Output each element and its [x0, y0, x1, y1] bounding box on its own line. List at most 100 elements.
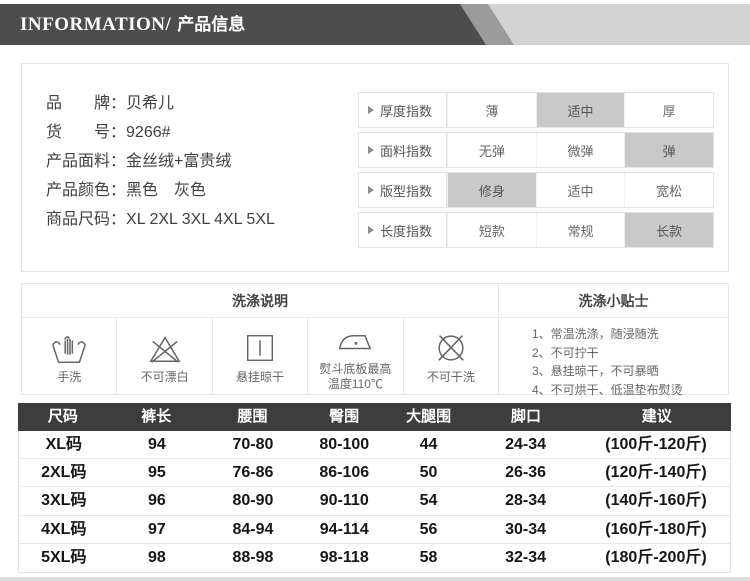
size-cell: 94-114 [319, 520, 369, 538]
index-row-thickness: 厚度指数 薄 适中 厚 [358, 92, 714, 128]
index-row-label: 厚度指数 [359, 93, 447, 127]
size-cell: 5XL码 [41, 548, 87, 566]
care-icon-label: 悬挂晾干 [236, 369, 285, 384]
attribute-label: 产品颜色 [46, 182, 111, 199]
care-icon-cell: 悬挂晾干 [213, 318, 309, 394]
tips-list: 1、常温洗涤，随浸随洗 2、不可拧干 3、悬挂晾干，不可暴晒 4、不可烘干、低温… [499, 318, 728, 399]
index-row-label: 面料指数 [359, 133, 447, 167]
care-icon-cell: 手洗 [22, 318, 118, 394]
size-cell: 84-94 [232, 520, 274, 538]
product-attributes: 品 牌：贝希儿 货 号：9266# 产品面料：金丝绒+富贵绒 产品颜色：黑色 灰… [46, 89, 275, 234]
size-row-2xl: 2XL码 95 76-86 86-106 50 26-36 (120斤-140斤… [19, 459, 730, 488]
attribute-value: 金丝绒+富贵绒 [126, 153, 232, 170]
index-row-label: 版型指数 [359, 173, 447, 207]
info-banner: INFORMATION/产品信息 [0, 4, 750, 45]
size-cell: 96 [148, 492, 166, 510]
tips-item: 1、常温洗涤，随浸随洗 [532, 327, 659, 341]
size-row-xl: XL码 94 70-80 80-100 44 24-34 (100斤-120斤) [19, 431, 730, 460]
header-cell: 腰围 [237, 408, 268, 425]
hand-wash-icon [52, 335, 87, 363]
size-cell: 24-34 [505, 436, 546, 453]
triangle-icon [368, 186, 374, 194]
attribute-colon: ： [110, 95, 127, 112]
size-cell: XL码 [45, 436, 83, 453]
index-option-selected: 弹 [624, 133, 714, 167]
care-icons-row: 手洗 不可漂白 悬挂晾干 [22, 318, 498, 394]
washing-title: 洗涤说明 [22, 284, 498, 318]
size-cell: (180斤-200斤) [605, 548, 707, 566]
header-cell: 尺码 [47, 408, 78, 425]
tips-panel: 洗涤小贴士 1、常温洗涤，随浸随洗 2、不可拧干 3、悬挂晾干，不可暴晒 4、不… [498, 284, 728, 397]
attribute-colon: ： [110, 124, 127, 141]
product-attribute-row: 品 牌：贝希儿 [46, 89, 275, 118]
index-label-text: 版型指数 [380, 183, 433, 199]
tips-item: 4、不可烘干、低温垫布熨烫 [532, 382, 683, 397]
no-bleach-icon [149, 335, 181, 363]
index-option: 无弹 [447, 133, 536, 167]
hang-dry-icon [246, 334, 274, 361]
no-dry-clean-icon [437, 334, 464, 361]
attribute-colon: ： [110, 182, 127, 199]
header-cell: 臀围 [329, 408, 360, 425]
size-cell: 26-36 [505, 464, 546, 482]
size-cell: 80-90 [232, 492, 274, 510]
size-cell: 95 [148, 464, 166, 482]
index-table: 厚度指数 薄 适中 厚 面料指数 无弹 微弹 弹 版型指数 修身 适中 宽松 长… [358, 92, 714, 252]
size-table-header: 尺码 裤长 腰围 臀围 大腿围 脚口 建议 [18, 403, 731, 431]
care-icon-cell: 不可漂白 [117, 318, 213, 394]
header-cell: 建议 [641, 408, 672, 425]
attribute-value: 贝希儿 [126, 95, 175, 112]
size-table-body: XL码 94 70-80 80-100 44 24-34 (100斤-120斤)… [18, 431, 731, 573]
care-icon-cell: 不可干洗 [404, 318, 498, 394]
attribute-colon: ： [110, 153, 127, 170]
attribute-label: 品 牌 [46, 95, 111, 112]
tips-item: 3、悬挂晾干，不可暴晒 [532, 364, 659, 378]
banner-title-cn: 产品信息 [177, 15, 246, 34]
size-cell: 44 [419, 436, 438, 453]
size-cell: 3XL码 [41, 492, 87, 510]
care-icon-label: 不可漂白 [140, 369, 189, 384]
washing-instructions: 洗涤说明 手洗 不可漂白 [22, 284, 498, 394]
size-cell: (120斤-140斤) [605, 464, 707, 482]
banner-dark-area [0, 4, 486, 45]
product-attribute-row: 产品面料：金丝绒+富贵绒 [46, 147, 275, 176]
size-cell: 76-86 [232, 464, 274, 482]
size-row-5xl: 5XL码 98 88-98 98-118 58 32-34 (180斤-200斤… [19, 544, 730, 572]
product-attribute-row: 货 号：9266# [46, 118, 275, 147]
size-cell: 4XL码 [41, 520, 87, 538]
size-cell: 30-34 [505, 520, 546, 538]
tips-item: 2、不可拧干 [532, 345, 599, 360]
index-label-text: 长度指数 [380, 223, 433, 239]
bottom-divider-strip [0, 577, 750, 581]
size-cell: 28-34 [505, 492, 546, 510]
size-cell: 86-106 [319, 464, 370, 482]
index-option: 短款 [447, 213, 536, 247]
index-row-fit: 版型指数 修身 适中 宽松 [358, 172, 714, 208]
attribute-label: 产品面料 [46, 153, 111, 170]
tips-title: 洗涤小贴士 [499, 284, 728, 318]
triangle-icon [368, 106, 374, 114]
header-cell: 裤长 [141, 408, 172, 425]
size-cell: 80-100 [319, 436, 370, 453]
size-cell: (100斤-120斤) [605, 436, 707, 453]
index-option: 厚 [624, 93, 713, 127]
size-table: 尺码 裤长 腰围 臀围 大腿围 脚口 建议 XL码 94 70-80 80-10… [18, 403, 731, 573]
index-option: 常规 [535, 213, 625, 247]
index-row-fabric: 面料指数 无弹 微弹 弹 [358, 132, 714, 168]
product-attribute-row: 商品尺码：XL 2XL 3XL 4XL 5XL [46, 205, 275, 234]
index-option-selected: 长款 [624, 213, 714, 247]
size-cell: 32-34 [505, 548, 546, 566]
size-cell: 98 [148, 548, 166, 566]
index-option-selected: 适中 [535, 93, 625, 127]
size-row-4xl: 4XL码 97 84-94 94-114 56 30-34 (160斤-180斤… [19, 516, 730, 544]
index-option-selected: 修身 [447, 173, 536, 207]
attribute-value: 黑色 灰色 [126, 182, 207, 199]
product-attribute-row: 产品颜色：黑色 灰色 [46, 176, 275, 205]
header-cell: 大腿围 [406, 408, 452, 425]
triangle-icon [368, 146, 374, 154]
attribute-value: 9266# [126, 124, 171, 141]
size-cell: 90-110 [319, 492, 369, 510]
size-cell: 54 [419, 492, 438, 510]
size-cell: 94 [148, 436, 166, 453]
